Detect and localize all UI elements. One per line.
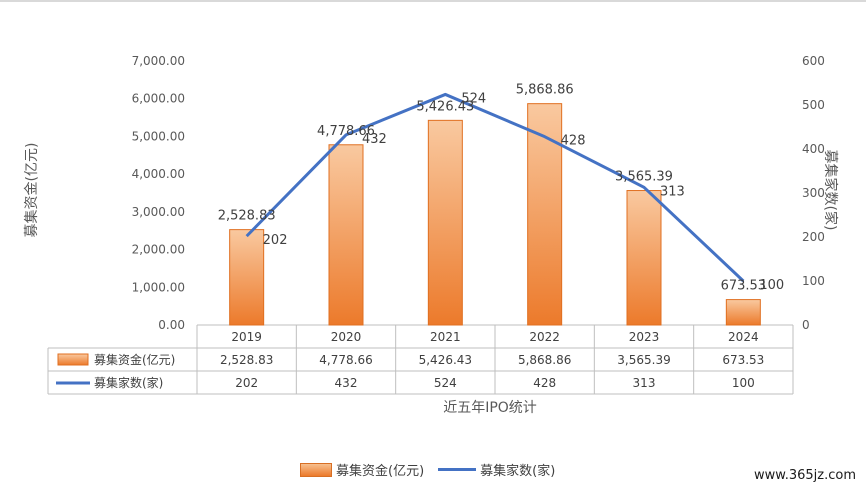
table-cell-bar: 5,426.43 — [419, 353, 472, 367]
line-data-label: 524 — [461, 91, 486, 106]
x-axis-title: 近五年IPO统计 — [443, 400, 537, 416]
bar-data-label: 673.53 — [721, 279, 767, 294]
bar-series — [229, 103, 761, 326]
table-cell-line: 432 — [335, 376, 358, 390]
y-right-tick-label: 600 — [802, 54, 825, 68]
y-right-tick-label: 400 — [802, 142, 825, 156]
table-row-label-bar: 募集资金(亿元) — [94, 352, 175, 367]
y-right-tick-label: 0 — [802, 318, 810, 332]
legend-item-bar: 募集资金(亿元) — [300, 460, 424, 479]
right-axis-ticks: 0 100 200 300 400 500 600 — [802, 54, 825, 332]
legend-line-swatch — [438, 468, 477, 471]
data-table: 2019 2020 2021 2022 2023 2024 募集资金(亿元) 募集家数(家) 2… — [56, 330, 764, 390]
table-bar-key — [57, 353, 89, 366]
left-axis-ticks: 0.00 1,000.00 2,000.00 3,000.00 4,000.00 5,00… — [132, 54, 185, 332]
line-data-label: 100 — [759, 278, 784, 293]
bar-data-label: 3,565.39 — [615, 170, 673, 185]
y-left-tick-label: 4,000.00 — [132, 167, 185, 181]
legend-line-label: 募集家数(家) — [480, 464, 556, 479]
data-labels: 2,528.83 4,778.66 5,426.43 5,868.86 3,565.39… — [218, 83, 784, 294]
x-category-label: 2023 — [629, 330, 660, 344]
table-cell-line: 100 — [732, 376, 755, 390]
series-line — [245, 92, 745, 283]
y-right-tick-label: 100 — [802, 274, 825, 288]
y-left-tick-label: 2,000.00 — [132, 243, 185, 257]
y-left-tick-label: 5,000.00 — [132, 129, 185, 143]
line-data-label: 432 — [362, 132, 387, 147]
line-series — [245, 92, 745, 283]
y-right-tick-label: 300 — [802, 186, 825, 200]
bar-data-label: 2,528.83 — [218, 209, 276, 224]
y-left-tick-label: 7,000.00 — [132, 54, 185, 68]
y-left-tick-label: 6,000.00 — [132, 92, 185, 106]
bar — [328, 144, 364, 326]
y-right-tick-label: 200 — [802, 230, 825, 244]
y-left-title: 募集资金(亿元) — [23, 143, 40, 238]
table-cell-bar: 5,868.86 — [518, 353, 571, 367]
table-cell-bar: 2,528.83 — [220, 353, 273, 367]
bar — [527, 103, 563, 326]
legend-item-line: 募集家数(家) — [432, 460, 555, 479]
bar-data-label: 5,426.43 — [416, 99, 474, 114]
bar — [229, 229, 265, 326]
y-right-tick-label: 500 — [802, 98, 825, 112]
x-category-label: 2022 — [529, 330, 560, 344]
line-data-label: 428 — [561, 134, 586, 149]
legend: 募集资金(亿元) 募集家数(家) — [300, 460, 555, 479]
table-cell-bar: 3,565.39 — [617, 353, 670, 367]
table-cell-bar: 4,778.66 — [319, 353, 372, 367]
table-cell-line: 524 — [434, 376, 457, 390]
x-category-label: 2024 — [728, 330, 759, 344]
table-cell-line: 313 — [633, 376, 656, 390]
table-cell-line: 202 — [235, 376, 258, 390]
y-right-title: 募集家数(家) — [822, 150, 839, 231]
legend-bar-label: 募集资金(亿元) — [336, 464, 425, 479]
legend-bar-swatch — [300, 462, 332, 477]
x-category-label: 2020 — [331, 330, 362, 344]
y-left-tick-label: 0.00 — [158, 318, 185, 332]
bar — [626, 190, 662, 326]
table-row-label-line: 募集家数(家) — [94, 375, 163, 390]
y-left-tick-label: 1,000.00 — [132, 280, 185, 294]
bar-data-label: 4,778.66 — [317, 124, 375, 139]
table-cell-bar: 673.53 — [722, 353, 764, 367]
x-category-label: 2021 — [430, 330, 461, 344]
bar — [725, 299, 761, 326]
y-left-tick-label: 3,000.00 — [132, 205, 185, 219]
bar — [427, 119, 463, 326]
table-cell-line: 428 — [533, 376, 556, 390]
line-data-label: 202 — [263, 233, 288, 248]
data-table-grid — [47, 324, 794, 395]
watermark: www.365jz.com — [754, 468, 856, 483]
bar-data-label: 5,868.86 — [516, 83, 574, 98]
line-data-label: 313 — [660, 184, 685, 199]
top-border — [0, 0, 866, 2]
x-category-label: 2019 — [231, 330, 262, 344]
